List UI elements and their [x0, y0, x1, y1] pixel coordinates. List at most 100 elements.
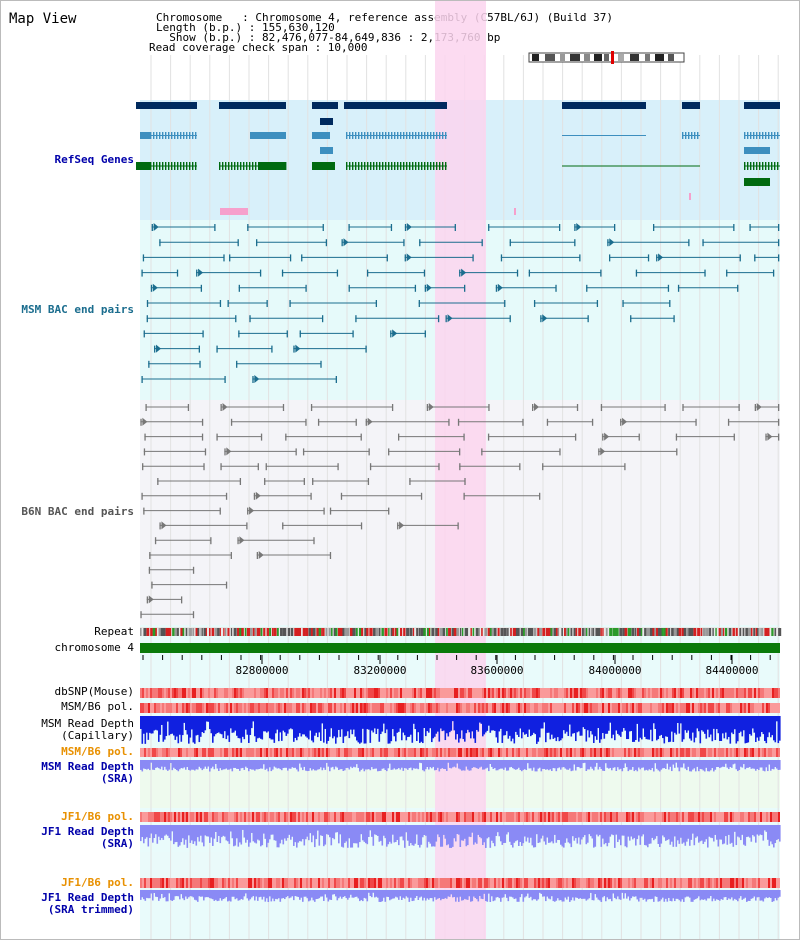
heat-cell: [230, 703, 232, 713]
depth-bar: [260, 825, 262, 847]
heat-cell: [760, 703, 762, 713]
heat-cell: [760, 878, 762, 888]
heat-cell: [470, 812, 472, 822]
heat-cell: [692, 703, 694, 713]
depth-bar: [266, 825, 268, 848]
heat-cell: [594, 748, 596, 757]
depth-bar: [518, 716, 520, 738]
depth-bar: [311, 890, 313, 898]
heat-cell: [600, 748, 602, 757]
repeat-element: [545, 628, 549, 636]
depth-bar: [492, 890, 495, 902]
depth-bar: [141, 890, 144, 898]
depth-bar: [386, 760, 388, 772]
repeat-element: [435, 628, 439, 636]
heat-cell: [320, 748, 322, 757]
heat-cell: [280, 703, 282, 713]
heat-cell: [618, 812, 620, 822]
bac-end-marker: [312, 478, 314, 485]
depth-bar: [206, 716, 208, 722]
bac-end-marker: [765, 433, 767, 441]
heat-cell: [592, 812, 594, 822]
axis-tick-label: 84400000: [706, 664, 759, 677]
heat-cell: [440, 812, 442, 822]
repeat-element: [570, 628, 573, 636]
heat-cell: [380, 688, 382, 698]
heat-cell: [560, 703, 562, 713]
depth-bar: [591, 890, 594, 901]
bac-end-marker: [355, 418, 357, 426]
repeat-element: [174, 628, 179, 636]
heat-cell: [412, 748, 414, 757]
heat-cell: [622, 688, 624, 698]
depth-bar: [149, 825, 151, 839]
heat-cell: [544, 878, 546, 888]
depth-bar: [587, 760, 589, 770]
heat-cell: [308, 703, 310, 713]
depth-bar: [260, 716, 262, 739]
heat-cell: [580, 703, 582, 713]
heat-cell: [266, 703, 268, 713]
heat-cell: [674, 703, 676, 713]
bac-end-marker: [246, 522, 248, 530]
depth-bar: [681, 760, 684, 768]
depth-bar: [425, 716, 427, 737]
bac-arrow: [767, 432, 773, 441]
heat-cell: [470, 748, 472, 757]
bac-end-marker: [320, 360, 322, 368]
depth-bar: [683, 825, 685, 843]
depth-bar: [272, 890, 274, 899]
heat-cell: [734, 812, 736, 822]
depth-bar: [195, 716, 198, 736]
heat-cell: [724, 878, 726, 888]
heat-cell: [328, 812, 330, 822]
heat-cell: [720, 703, 722, 713]
depth-bar: [468, 890, 471, 897]
heat-cell: [474, 688, 476, 698]
heat-cell: [668, 703, 670, 713]
heat-cell: [290, 812, 292, 822]
heat-cell: [778, 878, 780, 888]
depth-bar: [561, 716, 564, 739]
bac-end-marker: [424, 284, 427, 292]
depth-bar: [549, 825, 552, 843]
depth-bar: [554, 760, 556, 769]
heat-cell: [426, 878, 428, 888]
repeat-element: [182, 628, 185, 636]
track-label-msm-b6-pol-sra: MSM/B6 pol.: [61, 745, 134, 758]
depth-bar: [461, 716, 463, 731]
depth-bar: [758, 890, 760, 898]
heat-cell: [352, 703, 354, 713]
depth-bar: [453, 825, 456, 839]
depth-bar: [303, 890, 306, 897]
repeat-element: [646, 628, 650, 636]
depth-bar: [488, 716, 490, 726]
depth-bar: [335, 890, 337, 897]
depth-bar: [183, 890, 186, 901]
heat-cell: [312, 748, 314, 757]
heat-cell: [214, 878, 216, 888]
depth-bar: [570, 716, 573, 737]
depth-bar: [426, 760, 429, 767]
heat-cell: [500, 812, 502, 822]
depth-bar: [444, 825, 447, 839]
depth-bar: [207, 825, 210, 837]
depth-bar: [762, 760, 765, 771]
heat-cell: [658, 878, 660, 888]
depth-bar: [275, 716, 277, 734]
depth-bar: [669, 890, 672, 901]
heat-cell: [196, 812, 198, 822]
heat-cell: [660, 688, 662, 698]
heat-cell: [762, 688, 764, 698]
bac-end-marker: [203, 463, 205, 471]
depth-bar: [272, 825, 274, 835]
depth-bar: [453, 890, 456, 897]
heat-cell: [774, 748, 776, 757]
depth-bar: [257, 890, 259, 901]
depth-bar: [624, 825, 627, 847]
depth-bar: [519, 760, 522, 771]
heat-cell: [576, 812, 578, 822]
bac-end-marker: [210, 537, 212, 545]
heat-cell: [350, 703, 352, 713]
